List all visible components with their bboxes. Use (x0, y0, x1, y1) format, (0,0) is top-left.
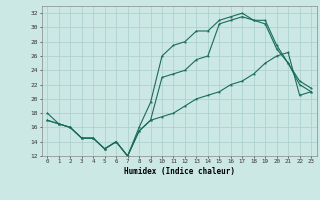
X-axis label: Humidex (Indice chaleur): Humidex (Indice chaleur) (124, 167, 235, 176)
